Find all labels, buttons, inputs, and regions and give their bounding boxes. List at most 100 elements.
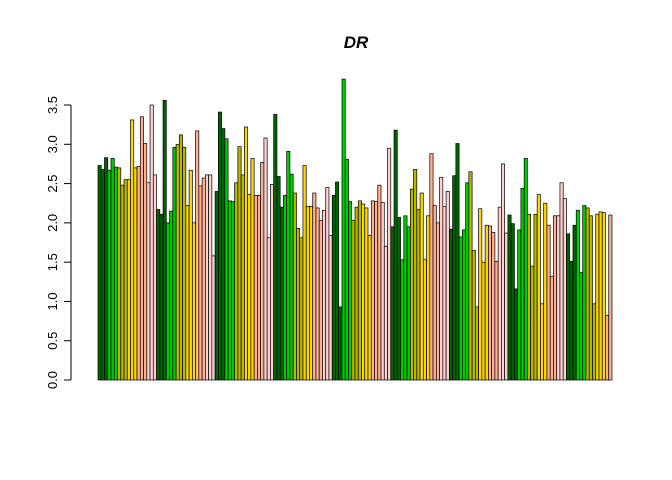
bar (107, 169, 112, 381)
bar (413, 169, 418, 381)
bar (263, 137, 268, 381)
bar (110, 158, 115, 381)
bar (289, 173, 294, 381)
bar (380, 202, 385, 381)
bar (562, 198, 567, 381)
bar (354, 206, 359, 381)
bar (234, 182, 239, 381)
bar (305, 206, 310, 381)
bar (546, 224, 551, 381)
bar (100, 169, 105, 381)
bar (178, 134, 183, 381)
bar (409, 188, 414, 381)
bar (146, 182, 151, 381)
bar (497, 206, 502, 381)
bar (335, 181, 340, 381)
bar (419, 192, 424, 381)
bar (549, 275, 554, 381)
bar (484, 224, 489, 381)
bar (165, 222, 170, 381)
bar (569, 261, 574, 381)
y-tick-label: 0.5 (45, 332, 60, 350)
bar (227, 200, 232, 381)
bar (126, 179, 131, 381)
bar (448, 228, 453, 381)
bar (374, 201, 379, 381)
bar (367, 235, 372, 381)
bar (169, 210, 174, 381)
bar (348, 201, 353, 381)
bar (585, 207, 590, 381)
y-tick-label: 2.5 (45, 175, 60, 193)
bar (501, 163, 505, 381)
bar (556, 215, 561, 381)
bar (159, 213, 164, 381)
bar (208, 174, 213, 381)
bar (494, 261, 499, 381)
bar (182, 147, 187, 381)
bar (458, 236, 463, 381)
bar (97, 165, 102, 381)
bar (318, 220, 323, 381)
bar (540, 303, 545, 381)
bar (432, 205, 437, 381)
bar (250, 158, 255, 381)
bar (296, 228, 301, 381)
bar (488, 225, 492, 381)
bar (276, 176, 281, 381)
bar (185, 205, 190, 381)
bar (582, 205, 587, 381)
bar (201, 177, 206, 381)
bar (188, 169, 193, 381)
y-tick-label: 2.0 (45, 214, 60, 232)
y-axis: 0.0 0.5 1.0 1.5 2.0 2.5 3.0 3.5 (45, 96, 72, 389)
bar (601, 212, 606, 381)
bar (224, 138, 229, 381)
bar (221, 128, 226, 381)
bar (325, 187, 330, 381)
bar (510, 223, 515, 381)
chart-title: DR (344, 33, 369, 52)
bar (390, 226, 395, 381)
bar (595, 213, 600, 381)
bar (575, 209, 580, 381)
bar (286, 151, 291, 381)
bar (309, 206, 314, 381)
bar (244, 126, 248, 381)
bar (149, 104, 154, 381)
bar (344, 158, 349, 381)
bar (260, 162, 265, 381)
bar (351, 220, 356, 381)
bar (237, 146, 242, 381)
bar (231, 201, 235, 381)
bar (416, 209, 421, 381)
bar (536, 194, 541, 381)
bar (315, 207, 320, 381)
bar (527, 213, 532, 381)
bar (426, 215, 431, 381)
bar (533, 213, 538, 381)
bar (191, 222, 196, 381)
bar (104, 157, 109, 381)
bar (364, 207, 369, 381)
bar (136, 165, 141, 381)
bar (218, 111, 222, 381)
bar (299, 237, 304, 381)
bar (211, 255, 216, 381)
bar (439, 176, 444, 381)
bar (357, 200, 362, 381)
bar (481, 261, 486, 381)
bar (403, 215, 408, 381)
bar (120, 184, 125, 381)
bar (462, 229, 466, 381)
bar (530, 265, 535, 381)
bar (273, 114, 278, 381)
bar (162, 99, 167, 381)
bar (247, 194, 252, 381)
bar (435, 222, 440, 381)
bar (465, 182, 470, 381)
bar (588, 215, 593, 381)
bar (123, 179, 128, 381)
bar (283, 195, 288, 381)
